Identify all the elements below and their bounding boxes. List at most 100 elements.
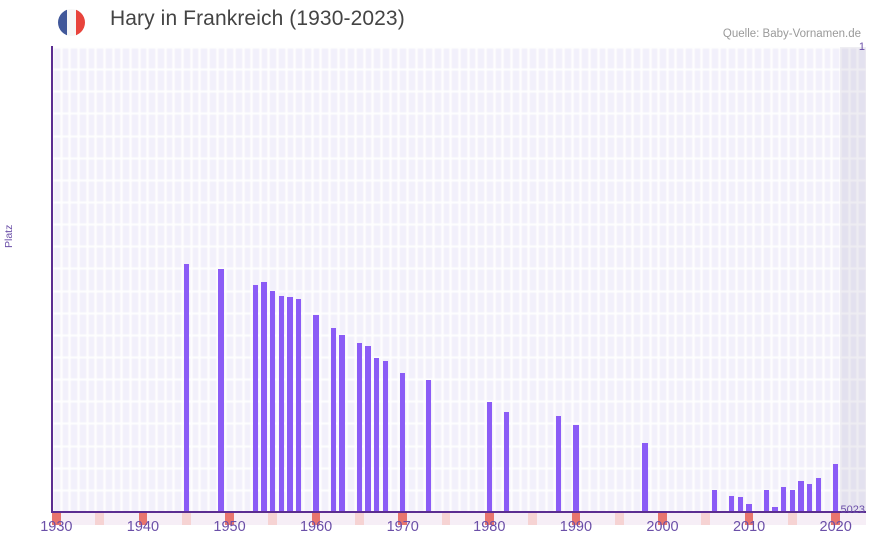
x-tick-minor <box>372 513 382 525</box>
x-tick-minor <box>632 513 642 525</box>
x-tick-minor <box>346 513 356 525</box>
y-axis-line <box>51 46 53 513</box>
x-tick-minor <box>614 513 624 525</box>
x-tick-decade <box>398 513 408 525</box>
bar <box>339 335 345 512</box>
x-tick-minor <box>822 513 832 525</box>
bar <box>833 464 839 512</box>
x-tick-minor <box>329 513 339 525</box>
x-tick-minor <box>164 513 174 525</box>
bar <box>252 285 259 512</box>
x-axis-tick-label: 2010 <box>732 519 766 535</box>
x-tick-minor <box>242 513 252 525</box>
x-axis-tick-label: 1990 <box>559 519 593 535</box>
x-tick-minor <box>181 513 191 525</box>
chart-title: Hary in Frankreich (1930-2023) <box>110 7 405 30</box>
x-tick-decade <box>658 513 668 525</box>
x-tick-decade <box>311 513 321 525</box>
x-axis-tick-label: 1940 <box>126 519 160 535</box>
x-tick-minor <box>173 513 183 525</box>
x-tick-minor <box>294 513 304 525</box>
x-tick-minor <box>199 513 209 525</box>
bar <box>503 412 510 512</box>
x-tick-minor <box>155 513 165 525</box>
bar <box>330 328 337 512</box>
x-tick-minor <box>848 513 858 525</box>
bar <box>807 484 813 512</box>
bar <box>270 291 276 512</box>
x-tick-minor <box>649 513 659 525</box>
x-tick-minor <box>251 513 261 525</box>
x-tick-minor <box>588 513 598 525</box>
x-tick-minor <box>233 513 243 525</box>
x-tick-minor <box>675 513 685 525</box>
x-tick-minor <box>528 513 538 525</box>
x-tick-minor <box>580 513 590 525</box>
x-tick-minor <box>840 513 850 525</box>
x-axis-tick-label: 1980 <box>473 519 506 535</box>
x-tick-minor <box>415 513 425 525</box>
x-tick-minor <box>277 513 287 525</box>
x-tick-minor <box>814 513 824 525</box>
source-attribution: Quelle: Baby-Vornamen.de <box>722 28 861 40</box>
bar <box>642 443 648 512</box>
x-tick-decade <box>52 513 61 525</box>
bar-series <box>52 47 866 512</box>
x-tick-minor <box>268 513 278 525</box>
x-tick-minor <box>762 513 772 525</box>
x-axis-tick-label: 1960 <box>299 519 333 535</box>
x-tick-decade <box>571 513 581 525</box>
x-tick-decade <box>831 513 841 525</box>
x-axis-tick-marks <box>52 513 866 525</box>
bar <box>781 487 787 512</box>
bar <box>261 282 267 512</box>
x-tick-minor <box>857 513 866 525</box>
bar <box>711 490 718 512</box>
x-tick-minor <box>701 513 711 525</box>
x-tick-minor <box>363 513 373 525</box>
x-tick-minor <box>207 513 217 525</box>
x-axis-tick-label: 1950 <box>213 519 246 535</box>
bar <box>815 478 822 512</box>
chart-header: Hary in Frankreich (1930-2023) Quelle: B… <box>0 0 873 44</box>
bar <box>313 315 319 512</box>
x-axis-tick-label: 1930 <box>40 519 73 535</box>
x-tick-minor <box>770 513 780 525</box>
x-tick-minor <box>493 513 503 525</box>
x-tick-minor <box>718 513 728 525</box>
x-axis-tick-label: 1970 <box>386 519 419 535</box>
x-tick-minor <box>597 513 607 525</box>
x-tick-minor <box>476 513 486 525</box>
bar <box>426 380 432 512</box>
france-flag-icon <box>58 9 85 36</box>
plot-area <box>52 47 866 512</box>
x-tick-minor <box>129 513 139 525</box>
x-tick-minor <box>441 513 451 525</box>
x-tick-minor <box>788 513 798 525</box>
x-tick-minor <box>710 513 720 525</box>
x-tick-minor <box>259 513 269 525</box>
bar <box>400 373 406 512</box>
x-tick-minor <box>623 513 633 525</box>
x-tick-minor <box>450 513 460 525</box>
bar <box>382 361 389 512</box>
x-tick-decade <box>138 513 148 525</box>
x-tick-minor <box>69 513 79 525</box>
bar <box>555 416 562 512</box>
x-tick-minor <box>502 513 512 525</box>
bar <box>296 299 302 512</box>
x-tick-minor <box>121 513 131 525</box>
x-tick-minor <box>753 513 763 525</box>
bar <box>789 490 796 512</box>
x-tick-minor <box>86 513 96 525</box>
bar <box>374 358 380 512</box>
x-axis-line <box>51 511 866 513</box>
x-tick-minor <box>216 513 226 525</box>
y-axis-title: Platz <box>3 224 15 248</box>
bar <box>278 296 285 512</box>
x-tick-minor <box>381 513 391 525</box>
x-tick-minor <box>796 513 806 525</box>
x-tick-minor <box>433 513 443 525</box>
bar <box>573 425 579 512</box>
x-tick-minor <box>407 513 417 525</box>
